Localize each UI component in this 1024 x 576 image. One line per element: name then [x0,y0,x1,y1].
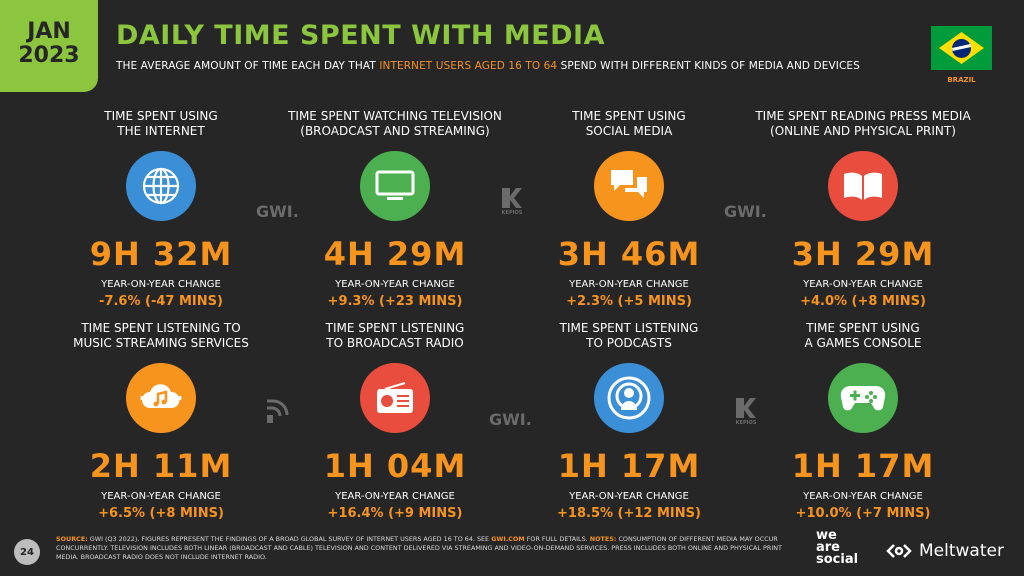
stat-value: 9H 32M [89,235,233,273]
gwi-watermark: GWI. [256,202,299,221]
we-are-social-logo: we are social [816,528,859,567]
yoy-change: +9.3% (+23 MINS) [327,294,463,309]
gamepad-icon [828,363,898,433]
yoy-change: +10.0% (+7 MINS) [795,506,931,521]
meltwater-logo: Meltwater [884,541,1004,561]
subtitle-highlight: INTERNET USERS AGED 16 TO 64 [379,60,558,72]
chat-bubbles-icon [594,151,664,221]
yoy-change: +16.4% (+9 MINS) [327,506,463,521]
stat-value: 1H 17M [791,447,935,485]
stat-value: 3H 29M [791,235,935,273]
country-label: BRAZIL [947,76,976,84]
stat-label: TIME SPENT LISTENING TO MUSIC STREAMING S… [73,321,249,350]
stat-value: 4H 29M [323,235,467,273]
yoy-label: YEAR-ON-YEAR CHANGE [803,279,923,290]
gwi-watermark: GWI. [724,202,767,221]
stat-value: 1H 17M [557,447,701,485]
yoy-label: YEAR-ON-YEAR CHANGE [803,491,923,502]
yoy-label: YEAR-ON-YEAR CHANGE [569,491,689,502]
yoy-change: +2.3% (+5 MINS) [566,294,692,309]
yoy-label: YEAR-ON-YEAR CHANGE [101,279,221,290]
yoy-label: YEAR-ON-YEAR CHANGE [335,491,455,502]
stat-label: TIME SPENT USING THE INTERNET [104,109,218,138]
stat-social-media: TIME SPENT USING SOCIAL MEDIA 3H 46M YEAR… [512,109,746,309]
page-title: DAILY TIME SPENT WITH MEDIA [116,20,605,51]
stat-label: TIME SPENT USING A GAMES CONSOLE [804,321,922,350]
yoy-change: +18.5% (+12 MINS) [557,506,701,521]
yoy-change: +6.5% (+8 MINS) [98,506,224,521]
stat-podcasts: TIME SPENT LISTENING TO PODCASTS 1H 17M Y… [512,321,746,521]
stat-press-media: TIME SPENT READING PRESS MEDIA (ONLINE AN… [746,109,980,309]
yoy-change: -7.6% (-47 MINS) [99,294,223,309]
datareportal-logo-icon [264,398,294,430]
stat-internet: TIME SPENT USING THE INTERNET 9H 32M YEAR… [44,109,278,309]
kepios-logo-icon: KEPIOS [501,188,523,216]
page-number: 24 [14,539,40,565]
subtitle-end: SPEND WITH DIFFERENT KINDS OF MEDIA AND … [557,60,860,72]
yoy-label: YEAR-ON-YEAR CHANGE [569,279,689,290]
stat-label: TIME SPENT LISTENING TO BROADCAST RADIO [325,321,465,350]
source-link[interactable]: GWI.COM [491,535,525,543]
stat-games-console: TIME SPENT USING A GAMES CONSOLE 1H 17M Y… [746,321,980,521]
yoy-label: YEAR-ON-YEAR CHANGE [335,279,455,290]
stat-music-streaming: TIME SPENT LISTENING TO MUSIC STREAMING S… [44,321,278,521]
television-icon [360,151,430,221]
date-year: 2023 [18,43,80,68]
kepios-logo-icon: KEPIOS [735,398,757,426]
yoy-label: YEAR-ON-YEAR CHANGE [101,491,221,502]
page-subtitle: THE AVERAGE AMOUNT OF TIME EACH DAY THAT… [116,60,860,72]
globe-icon [126,151,196,221]
stat-label: TIME SPENT USING SOCIAL MEDIA [572,109,686,138]
stat-value: 2H 11M [89,447,233,485]
gwi-watermark: GWI. [489,410,532,429]
stat-label: TIME SPENT WATCHING TELEVISION (BROADCAST… [288,109,502,138]
radio-icon [360,363,430,433]
music-cloud-icon [126,363,196,433]
date-badge: JAN 2023 [0,0,98,92]
source-notes: SOURCE: GWI (Q3 2022). FIGURES REPRESENT… [56,535,782,561]
stat-television: TIME SPENT WATCHING TELEVISION (BROADCAST… [278,109,512,309]
subtitle-start: THE AVERAGE AMOUNT OF TIME EACH DAY THAT [116,60,380,72]
date-month: JAN [27,19,71,44]
yoy-change: +4.0% (+8 MINS) [800,294,926,309]
brazil-flag-icon [931,26,992,70]
podcast-icon [594,363,664,433]
stat-broadcast-radio: TIME SPENT LISTENING TO BROADCAST RADIO 1… [278,321,512,521]
open-book-icon [828,151,898,221]
stat-label: TIME SPENT LISTENING TO PODCASTS [559,321,699,350]
stat-value: 1H 04M [323,447,467,485]
meltwater-icon [886,544,912,558]
stat-label: TIME SPENT READING PRESS MEDIA (ONLINE AN… [755,109,971,138]
stat-value: 3H 46M [557,235,701,273]
